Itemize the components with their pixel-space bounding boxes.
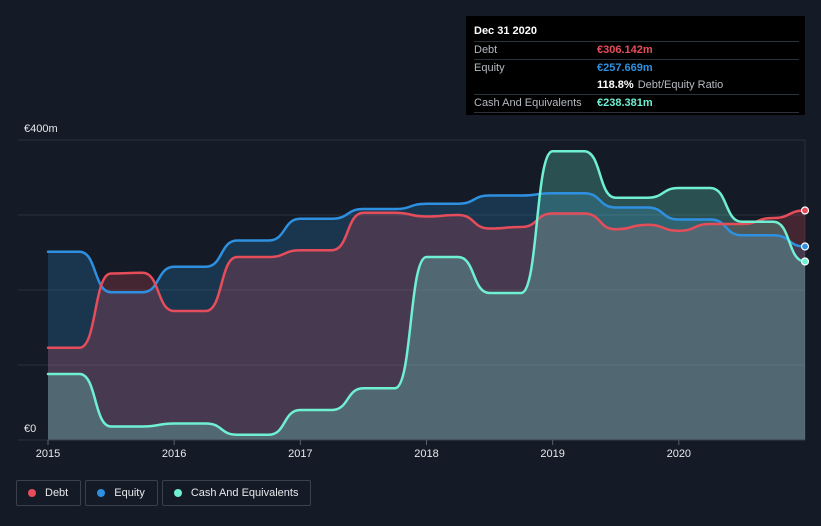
area-equity [48,193,805,440]
x-tick-label: 2020 [667,448,691,460]
end-point-equity[interactable] [800,242,810,251]
tooltip-ratio-label: Debt/Equity Ratio [637,79,724,91]
tooltip-equity-value: €257.669m [597,62,653,74]
end-point-debt[interactable] [800,206,810,215]
tooltip-debt-value: €306.142m [597,44,653,56]
end-point-cash-and-equivalents[interactable] [800,257,810,266]
legend-item-cash[interactable]: Cash And Equivalents [161,480,312,506]
tooltip-date: Dec 31 2020 [474,24,799,42]
chart-end-dots [800,206,810,266]
tooltip-ratio-row: 118.8% Debt/Equity Ratio [474,77,799,95]
line-equity [46,192,807,294]
x-tick-label: 2016 [162,448,186,460]
tooltip-debt-label: Debt [474,44,498,56]
tooltip-cash-value: €238.381m [597,97,653,109]
area-cash-and-equivalents [48,151,805,440]
legend-item-debt[interactable]: Debt [16,480,82,506]
line-debt [46,209,807,349]
tooltip-equity-row: Equity €257.669m [474,60,799,77]
x-tick-label: 2019 [540,448,564,460]
tooltip-equity-label: Equity [474,62,505,74]
chart-legend: Debt Equity Cash And Equivalents [16,480,315,506]
line-cash-and-equivalents [46,150,807,436]
x-tick-label: 2017 [288,448,312,460]
legend-label-cash: Cash And Equivalents [190,487,299,499]
tooltip-cash-row: Cash And Equivalents €238.381m [474,95,799,113]
tooltip-debt-row: Debt €306.142m [474,42,799,60]
debt-equity-chart: €400m €0 2015 2016 2017 2018 2019 2020 [18,123,810,460]
area-debt [48,210,805,440]
tooltip-ratio-value: 118.8% [597,79,634,91]
legend-item-equity[interactable]: Equity [85,480,158,506]
legend-dot-cash [173,489,182,497]
x-tick-label: 2015 [36,448,60,460]
chart-tooltip: Dec 31 2020 Debt €306.142m Equity €257.6… [466,16,805,115]
chart-areas [48,151,805,440]
legend-dot-debt [28,489,36,497]
legend-label-debt: Debt [45,487,69,499]
tooltip-cash-label: Cash And Equivalents [474,97,582,109]
legend-dot-equity [97,489,106,497]
y-tick-label-top: €400m [24,123,58,135]
legend-label-equity: Equity [114,487,145,499]
y-tick-label-zero: €0 [24,423,36,435]
x-axis-ticks: 2015 2016 2017 2018 2019 2020 [36,439,805,460]
x-tick-label: 2018 [414,448,438,460]
chart-lines [46,150,807,436]
